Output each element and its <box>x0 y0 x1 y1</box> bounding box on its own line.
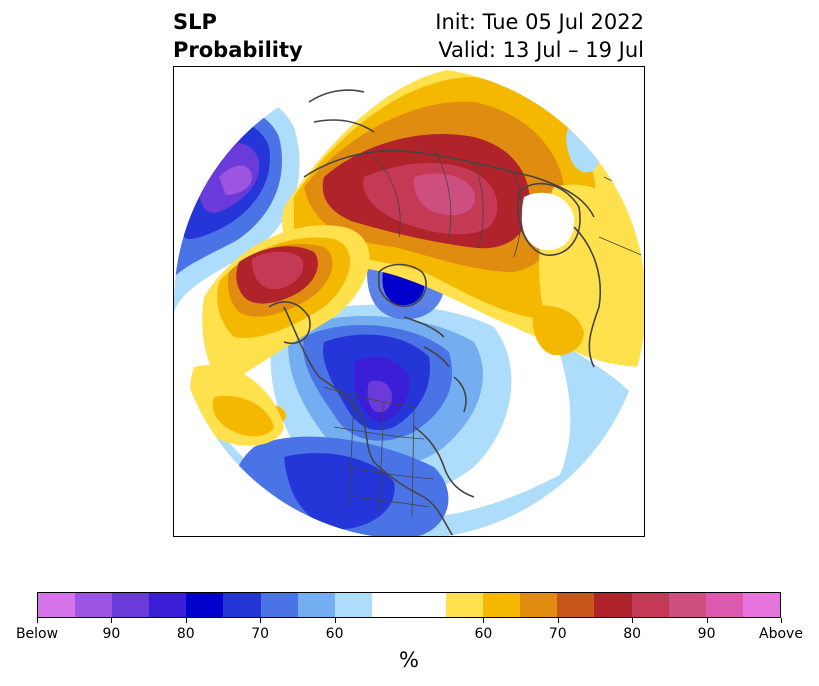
colorbar-tickmark <box>111 618 113 623</box>
map-valid-period: Init: Tue 05 Jul 2022 Valid: 13 Jul – 19… <box>435 8 644 64</box>
canada-below-deep <box>367 380 392 413</box>
valid-range: Valid: 13 Jul – 19 Jul <box>438 38 644 62</box>
colorbar-segment <box>38 593 76 617</box>
colorbar-tickmark <box>334 618 336 623</box>
arctic-above-extreme <box>413 173 476 216</box>
title-variable: SLP <box>173 10 217 34</box>
europe-above-patch <box>532 305 584 356</box>
colorbar-tickmark <box>632 618 634 623</box>
colorbar-segment <box>631 593 669 617</box>
colorbar-tick-label: 80 <box>623 626 642 642</box>
coast-arctic-islands <box>403 316 467 413</box>
colorbar-segment <box>705 593 743 617</box>
colorbar-segment <box>446 593 484 617</box>
coast-east-us <box>413 426 475 498</box>
coast-north-america <box>283 306 455 536</box>
colorbar-tick-label: 70 <box>251 626 270 642</box>
colorbar-tickmark <box>483 618 485 623</box>
colorbar-tick-label: 90 <box>697 626 716 642</box>
colorbar-segment <box>186 593 224 617</box>
colorbar-tickmark <box>37 618 38 623</box>
colorbar-segment <box>297 593 335 617</box>
colorbar-segment <box>112 593 150 617</box>
colorbar-tick-label: Above <box>759 626 803 642</box>
colorbar-tick-label: Below <box>15 626 59 642</box>
colorbar-segment <box>742 593 780 617</box>
probability-map <box>173 66 645 537</box>
colorbar <box>37 592 781 618</box>
colorbar-segment <box>408 593 447 617</box>
colorbar-segment <box>223 593 261 617</box>
coast-greenland <box>517 182 581 256</box>
coast-hudson-bay <box>378 263 427 307</box>
west-above-deep <box>252 251 304 290</box>
colorbar-segment <box>334 593 372 617</box>
coast-eurasia-west <box>573 226 602 368</box>
us-below-mid <box>284 453 395 529</box>
colorbar-segment <box>260 593 298 617</box>
coast-alaska <box>268 301 311 344</box>
colorbar-tick-label: 60 <box>325 626 344 642</box>
colorbar-tickmark <box>557 618 559 623</box>
coast-east-asia <box>308 89 375 133</box>
init-date: Init: Tue 05 Jul 2022 <box>435 10 644 34</box>
colorbar-segment <box>483 593 521 617</box>
colorbar-tickmark <box>781 618 782 623</box>
colorbar-tickmark <box>185 618 187 623</box>
colorbar-segment <box>668 593 706 617</box>
colorbar-tick-label: 70 <box>548 626 567 642</box>
colorbar-segment <box>75 593 113 617</box>
colorbar-segment <box>371 593 409 617</box>
colorbar-segment <box>149 593 187 617</box>
colorbar-segment <box>557 593 595 617</box>
pacific-above-light <box>212 396 274 437</box>
colorbar-unit-label: % <box>399 648 419 672</box>
title-subtitle: Probability <box>173 38 303 62</box>
colorbar-tickmark <box>260 618 262 623</box>
colorbar-tick-label: 80 <box>176 626 195 642</box>
coast-siberia <box>303 149 595 218</box>
greenland-white <box>521 192 575 251</box>
probability-field <box>174 67 644 536</box>
west-below-core <box>219 165 253 195</box>
colorbar-segment <box>594 593 632 617</box>
coast-scandinavia <box>603 71 636 168</box>
colorbar-tickmark <box>706 618 708 623</box>
colorbar-segment <box>520 593 558 617</box>
colorbar-tick-label: 60 <box>474 626 493 642</box>
map-title: SLP Probability <box>173 8 303 64</box>
colorbar-tick-label: 90 <box>102 626 121 642</box>
polar-map-svg <box>174 67 644 536</box>
